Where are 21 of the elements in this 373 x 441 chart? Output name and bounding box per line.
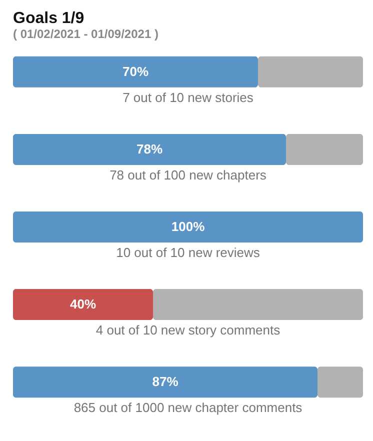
bar [13, 366, 318, 398]
data-label: 40% [70, 296, 96, 312]
data-label: 100% [171, 219, 206, 234]
y-tick-label: 4 out of 10 new story comments [96, 322, 281, 338]
y-tick-label: 10 out of 10 new reviews [116, 245, 260, 260]
data-label: 70% [122, 64, 149, 79]
bar [13, 212, 363, 242]
bar [258, 56, 363, 88]
y-tick-label: 865 out of 1000 new chapter comments [74, 400, 303, 416]
y-tick-label: 78 out of 100 new chapters [110, 167, 267, 182]
bar [13, 56, 258, 88]
chart-subtitle: ( 01/02/2021 - 01/09/2021 ) [13, 27, 158, 41]
bar [13, 289, 153, 320]
chart-title: Goals 1/9 [13, 10, 84, 27]
data-label: 78% [136, 141, 163, 156]
bar [13, 134, 286, 165]
data-label: 87% [152, 374, 179, 390]
bar [286, 134, 363, 165]
y-tick-label: 7 out of 10 new stories [122, 90, 254, 105]
bar [153, 289, 363, 320]
bar [318, 366, 363, 398]
